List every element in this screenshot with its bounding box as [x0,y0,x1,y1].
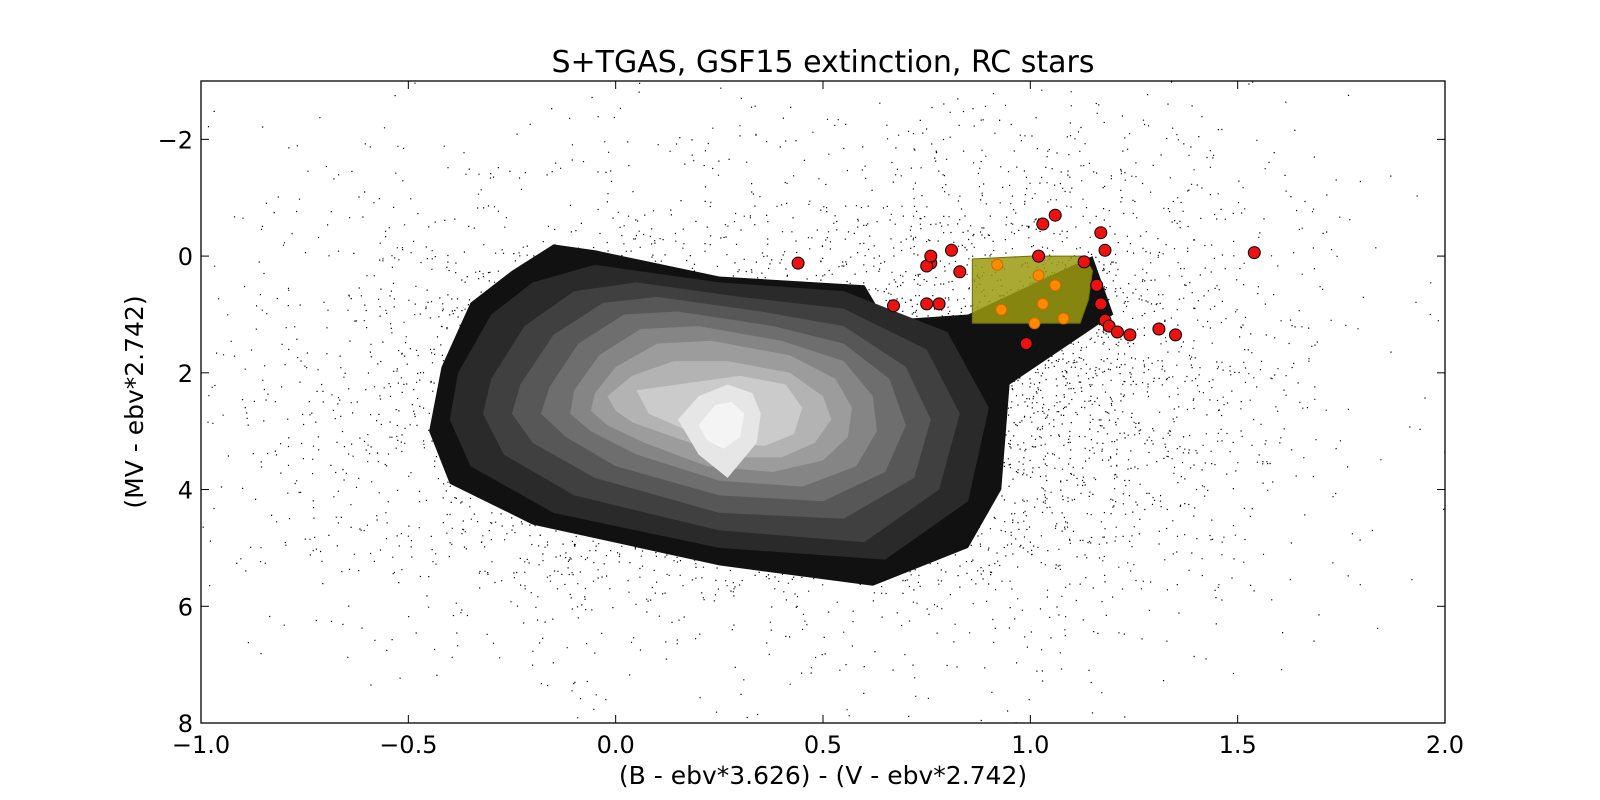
series-0-point [1152,322,1166,336]
series-0-point [1090,278,1104,292]
series-1-point [995,303,1008,316]
y-tick-label: −2 [158,126,193,154]
series-0-point [1247,246,1261,260]
highlighted-stars [791,208,1261,351]
x-tick-label: −1.0 [172,731,230,759]
series-0-point [1036,217,1050,231]
x-tick-label: 0.0 [597,731,635,759]
series-0-point [924,249,938,263]
x-tick-label: 1.5 [1219,731,1257,759]
selection-polygon [971,255,1094,324]
y-tick-label: 2 [178,360,193,388]
series-0-point [791,256,805,270]
series-1-point [1028,317,1041,330]
series-1-point [1057,312,1070,325]
series-1-point [1049,279,1062,292]
series-0-point [887,299,900,313]
x-tick-label: 0.5 [804,731,842,759]
series-0-point [932,297,946,311]
y-tick-label: 4 [178,477,193,505]
x-axis: −1.0 −0.5 0.0 0.5 1.0 1.5 2.0 [172,81,1464,759]
series-0-point [953,265,967,279]
series-0-point [1032,249,1046,263]
y-tick-label: 0 [178,243,193,271]
series-0-point [1094,297,1108,311]
series-0-point [1169,328,1182,342]
series-0-point [1123,328,1137,342]
chart-title: S+TGAS, GSF15 extinction, RC stars [551,45,1094,80]
series-0-point [945,243,958,257]
series-0-point [1098,243,1112,257]
series-0-point [1019,337,1033,351]
series-1-point [991,258,1004,271]
series-0-point [920,297,934,311]
x-tick-label: 2.0 [1426,731,1464,759]
y-axis-label: (MV - ebv*2.742) [120,295,149,508]
series-0-point [1048,208,1062,222]
y-tick-label: 8 [178,710,193,738]
density-contours [429,244,1114,586]
series-0-point [1077,255,1091,269]
series-0-point [1094,226,1108,240]
x-axis-label: (B - ebv*3.626) - (V - ebv*2.742) [619,761,1027,790]
x-tick-label: −0.5 [379,731,437,759]
plot-area [202,81,1445,723]
y-axis: −2 0 2 4 6 8 [158,126,1445,738]
series-0-point [1110,325,1124,339]
y-tick-label: 6 [178,593,193,621]
x-tick-label: 1.0 [1011,731,1049,759]
density-contour-level-10 [698,402,745,449]
selection-region [971,255,1094,324]
series-1-point [1032,269,1045,282]
series-1-point [1036,297,1049,310]
